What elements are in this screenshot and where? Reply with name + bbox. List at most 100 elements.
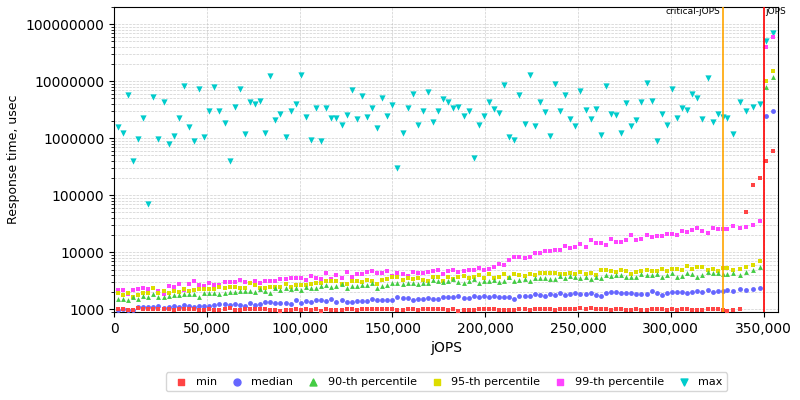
Point <box>432 296 445 302</box>
Point <box>467 292 480 299</box>
Point <box>234 306 246 313</box>
Point <box>528 291 541 297</box>
Point <box>666 86 678 92</box>
Point <box>325 307 338 313</box>
Point <box>625 122 638 129</box>
Point <box>132 304 145 310</box>
Point <box>696 264 709 270</box>
Point <box>284 286 297 292</box>
Point <box>711 268 724 274</box>
Point <box>142 306 154 312</box>
Point <box>452 278 465 285</box>
Point <box>746 286 759 292</box>
Point <box>178 291 190 297</box>
Point <box>162 306 175 312</box>
Point <box>208 302 221 308</box>
Point <box>569 123 582 129</box>
Point <box>340 112 353 118</box>
Point <box>376 297 389 303</box>
Point <box>137 304 150 310</box>
Point <box>386 274 398 280</box>
Point <box>590 240 602 246</box>
Point <box>366 268 378 274</box>
Point <box>482 278 495 285</box>
Point <box>720 265 733 271</box>
Point <box>381 276 394 282</box>
Point <box>503 294 516 300</box>
Point <box>305 299 318 305</box>
Point <box>711 226 724 233</box>
Point <box>228 279 241 285</box>
Point <box>391 294 404 300</box>
Point <box>243 306 256 312</box>
Point <box>346 306 358 312</box>
Point <box>726 267 739 274</box>
Point <box>223 305 236 311</box>
Point <box>238 306 251 312</box>
Point <box>350 298 363 304</box>
Point <box>290 285 302 291</box>
Point <box>376 306 389 312</box>
Point <box>330 282 343 289</box>
Point <box>299 277 312 283</box>
Point <box>569 270 582 277</box>
Point <box>574 305 587 312</box>
Point <box>666 265 678 272</box>
Point <box>417 296 430 302</box>
Point <box>132 296 145 302</box>
Point <box>254 98 266 104</box>
Point <box>290 100 302 107</box>
Point <box>314 307 327 314</box>
Point <box>620 307 633 313</box>
Point <box>223 279 236 285</box>
Point <box>111 306 124 313</box>
Point <box>437 271 450 278</box>
Point <box>740 209 753 216</box>
Point <box>711 270 724 276</box>
Point <box>676 228 689 234</box>
Point <box>754 218 766 224</box>
Point <box>681 107 694 113</box>
Point <box>417 306 430 312</box>
Point <box>508 295 521 302</box>
Y-axis label: Response time, usec: Response time, usec <box>7 95 20 224</box>
Point <box>681 270 694 276</box>
Point <box>223 158 236 164</box>
Point <box>650 268 663 274</box>
Point <box>147 304 160 310</box>
Point <box>381 113 394 119</box>
Point <box>646 268 658 274</box>
Point <box>411 122 424 128</box>
Point <box>754 284 766 291</box>
Point <box>426 268 439 274</box>
Point <box>152 136 165 142</box>
Point <box>720 271 733 277</box>
Point <box>726 288 739 294</box>
Point <box>213 108 226 115</box>
Point <box>701 230 714 236</box>
Point <box>534 274 546 281</box>
Point <box>508 137 521 143</box>
Point <box>746 182 759 188</box>
Point <box>513 306 526 312</box>
Point <box>193 294 206 300</box>
Point <box>503 256 516 263</box>
Point <box>152 288 165 294</box>
Point <box>584 269 597 276</box>
Point <box>760 44 773 50</box>
Point <box>188 138 201 144</box>
Point <box>691 95 704 101</box>
Point <box>706 289 719 296</box>
Point <box>523 271 536 278</box>
Point <box>518 255 531 261</box>
Point <box>594 292 607 299</box>
Point <box>670 232 683 238</box>
Point <box>279 134 292 140</box>
Point <box>488 293 501 299</box>
Point <box>167 288 180 295</box>
Point <box>173 289 186 296</box>
Point <box>646 234 658 240</box>
Point <box>734 225 746 232</box>
Point <box>117 296 130 303</box>
Point <box>442 307 454 313</box>
